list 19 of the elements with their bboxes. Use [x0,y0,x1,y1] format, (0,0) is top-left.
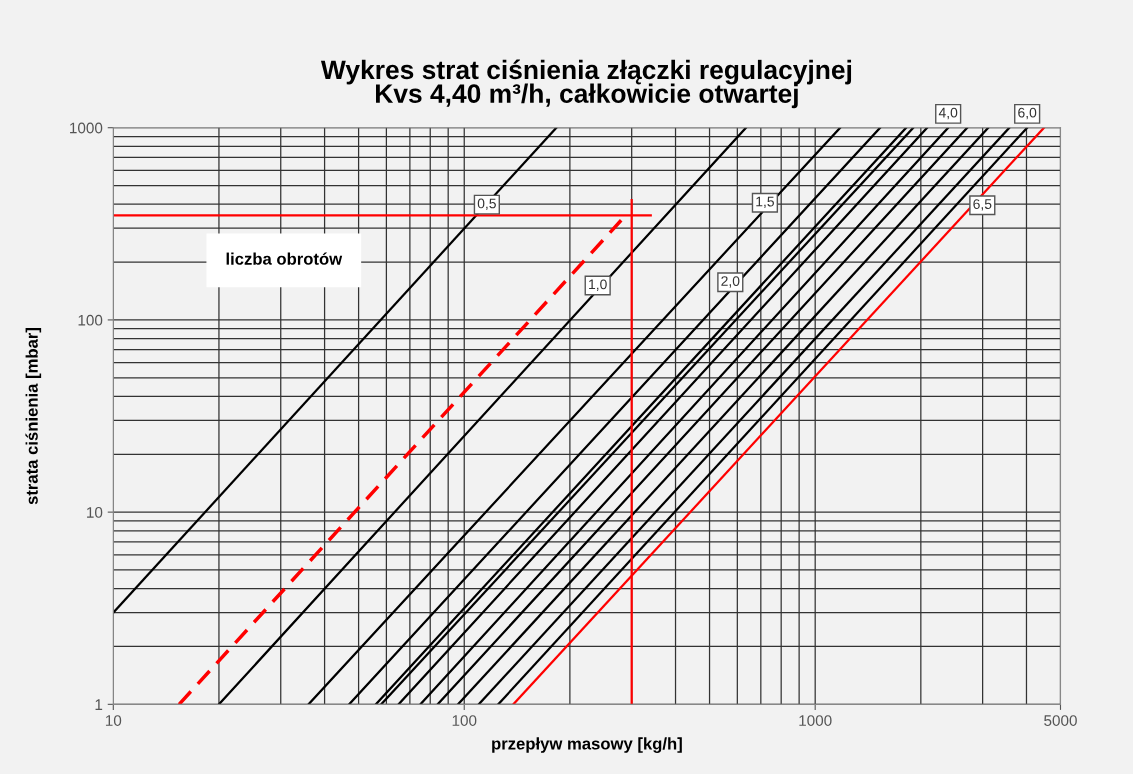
x-axis-title: przepływ masowy [kg/h] [492,737,682,753]
annotation: 0,5 [477,198,496,210]
y-tick-label: 1000 [70,122,103,134]
x-tick-label: 5000 [1044,715,1077,726]
y-tick-label: 10 [87,507,103,518]
x-tick-label: 1000 [799,715,832,726]
annotation: 2,0 [721,276,740,288]
y-axis-title: strata ciśnienia [mbar] [25,328,42,505]
annotation: 4,0 [938,107,958,120]
y-tick-label: 1 [95,699,103,710]
annotation: 1,0 [589,279,607,291]
y-tick-label: 100 [78,314,103,326]
annotation: 6,0 [1018,107,1037,120]
annotation: liczba obrotów [226,252,343,265]
annotation: 1,5 [756,196,774,209]
x-tick-label: 100 [452,715,477,726]
chart-title: Wykres strat ciśnienia złączki regulacyjnej Kvs 4,40 m³/h, całkowicie otwartej [320,59,852,109]
annotation: 6,5 [973,199,992,211]
x-tick-label: 10 [105,715,122,726]
